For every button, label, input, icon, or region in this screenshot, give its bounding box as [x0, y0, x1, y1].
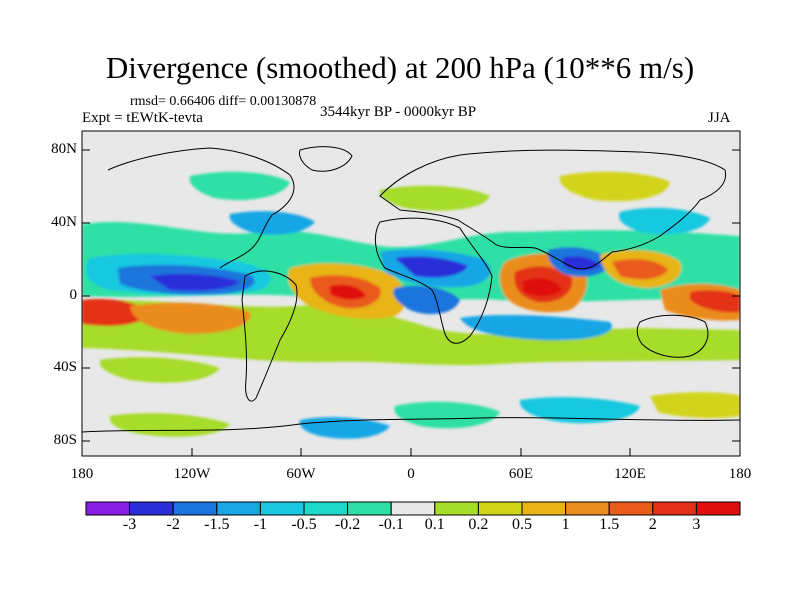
colorbar-label: -3: [122, 516, 137, 533]
contour-region: [522, 278, 562, 297]
continent-eurasia: [379, 149, 727, 270]
continent-greenland: [299, 146, 353, 172]
contour-region: [130, 302, 251, 334]
colorbar-swatch: [652, 501, 697, 516]
colorbar-label: 0.5: [512, 516, 532, 533]
contour-region: [150, 274, 240, 291]
colorbar-label: -0.5: [291, 516, 317, 533]
contour-field: [82, 146, 740, 439]
period-text: 3544kyr BP - 0000kyr BP: [320, 104, 477, 120]
lat-ticks: [82, 149, 740, 442]
colorbar-label: -1: [253, 516, 268, 533]
colorbar-swatch: [565, 501, 610, 516]
lon-label: 180: [728, 466, 752, 482]
lon-ticks: [81, 448, 741, 456]
continent-south-america: [241, 270, 298, 402]
colorbar-swatch: [216, 501, 261, 516]
lat-label: 0: [69, 287, 78, 303]
contour-region: [330, 284, 366, 300]
experiment-text: Expt = tEWtK-tevta: [82, 110, 203, 126]
coastlines: [82, 146, 740, 433]
contour-region: [559, 171, 670, 202]
colorbar-label: -2: [166, 516, 180, 533]
colorbar-swatch: [172, 501, 218, 516]
season-text: JJA: [708, 110, 731, 126]
contour-region: [612, 259, 668, 280]
lon-label: 120W: [173, 466, 211, 482]
contour-region: [379, 185, 490, 211]
contour-region: [394, 401, 500, 429]
map-title: Divergence (smoothed) at 200 hPa (10**6 …: [105, 50, 695, 85]
colorbar-label: 2: [648, 516, 657, 533]
colorbar-swatch: [85, 501, 131, 516]
colorbar-label: 1: [561, 516, 570, 533]
colorbar-swatch: [434, 501, 479, 516]
contour-region: [395, 256, 468, 278]
contour-region: [460, 315, 612, 341]
contour-region: [650, 392, 740, 419]
colorbar: [85, 501, 741, 516]
colorbar-label: 3: [692, 516, 701, 533]
colorbar-label: 1.5: [599, 516, 620, 533]
lon-label: 60W: [286, 466, 316, 482]
continent-australia: [636, 314, 709, 358]
continent-north-america: [107, 147, 295, 269]
contour-region: [82, 298, 150, 326]
colorbar-swatch: [608, 501, 654, 516]
contour-region: [519, 397, 640, 424]
colorbar-swatch: [303, 501, 349, 516]
lon-label: 0: [407, 466, 415, 482]
lat-label: 40N: [51, 214, 77, 230]
continent-antarctica: [82, 417, 740, 433]
lon-label: 120E: [614, 466, 646, 482]
contour-region: [189, 171, 290, 201]
colorbar-swatch: [521, 501, 567, 516]
contour-region: [99, 357, 220, 383]
colorbar-swatch: [390, 501, 436, 516]
colorbar-label: 0.1: [424, 516, 445, 533]
lon-label: 60E: [508, 466, 534, 482]
contour-region: [690, 290, 740, 313]
lat-label: 80S: [53, 432, 77, 448]
colorbar-label: -0.2: [334, 516, 361, 533]
colorbar-label: -0.1: [378, 516, 404, 533]
colorbar-swatch: [477, 501, 523, 516]
lat-label: 40S: [53, 359, 77, 375]
contour-region: [229, 211, 315, 235]
stats-text: rmsd= 0.66406 diff= 0.00130878: [130, 94, 317, 109]
colorbar-swatch: [259, 501, 305, 516]
lat-label: 80N: [51, 141, 77, 157]
contour-region: [393, 285, 460, 315]
colorbar-swatch: [129, 501, 174, 516]
colorbar-swatch: [695, 501, 741, 516]
lon-label: 180: [70, 466, 94, 482]
colorbar-label: -1.5: [204, 516, 230, 533]
colorbar-swatch: [347, 501, 392, 516]
colorbar-label: 0.2: [468, 516, 489, 533]
continent-africa: [374, 217, 493, 344]
